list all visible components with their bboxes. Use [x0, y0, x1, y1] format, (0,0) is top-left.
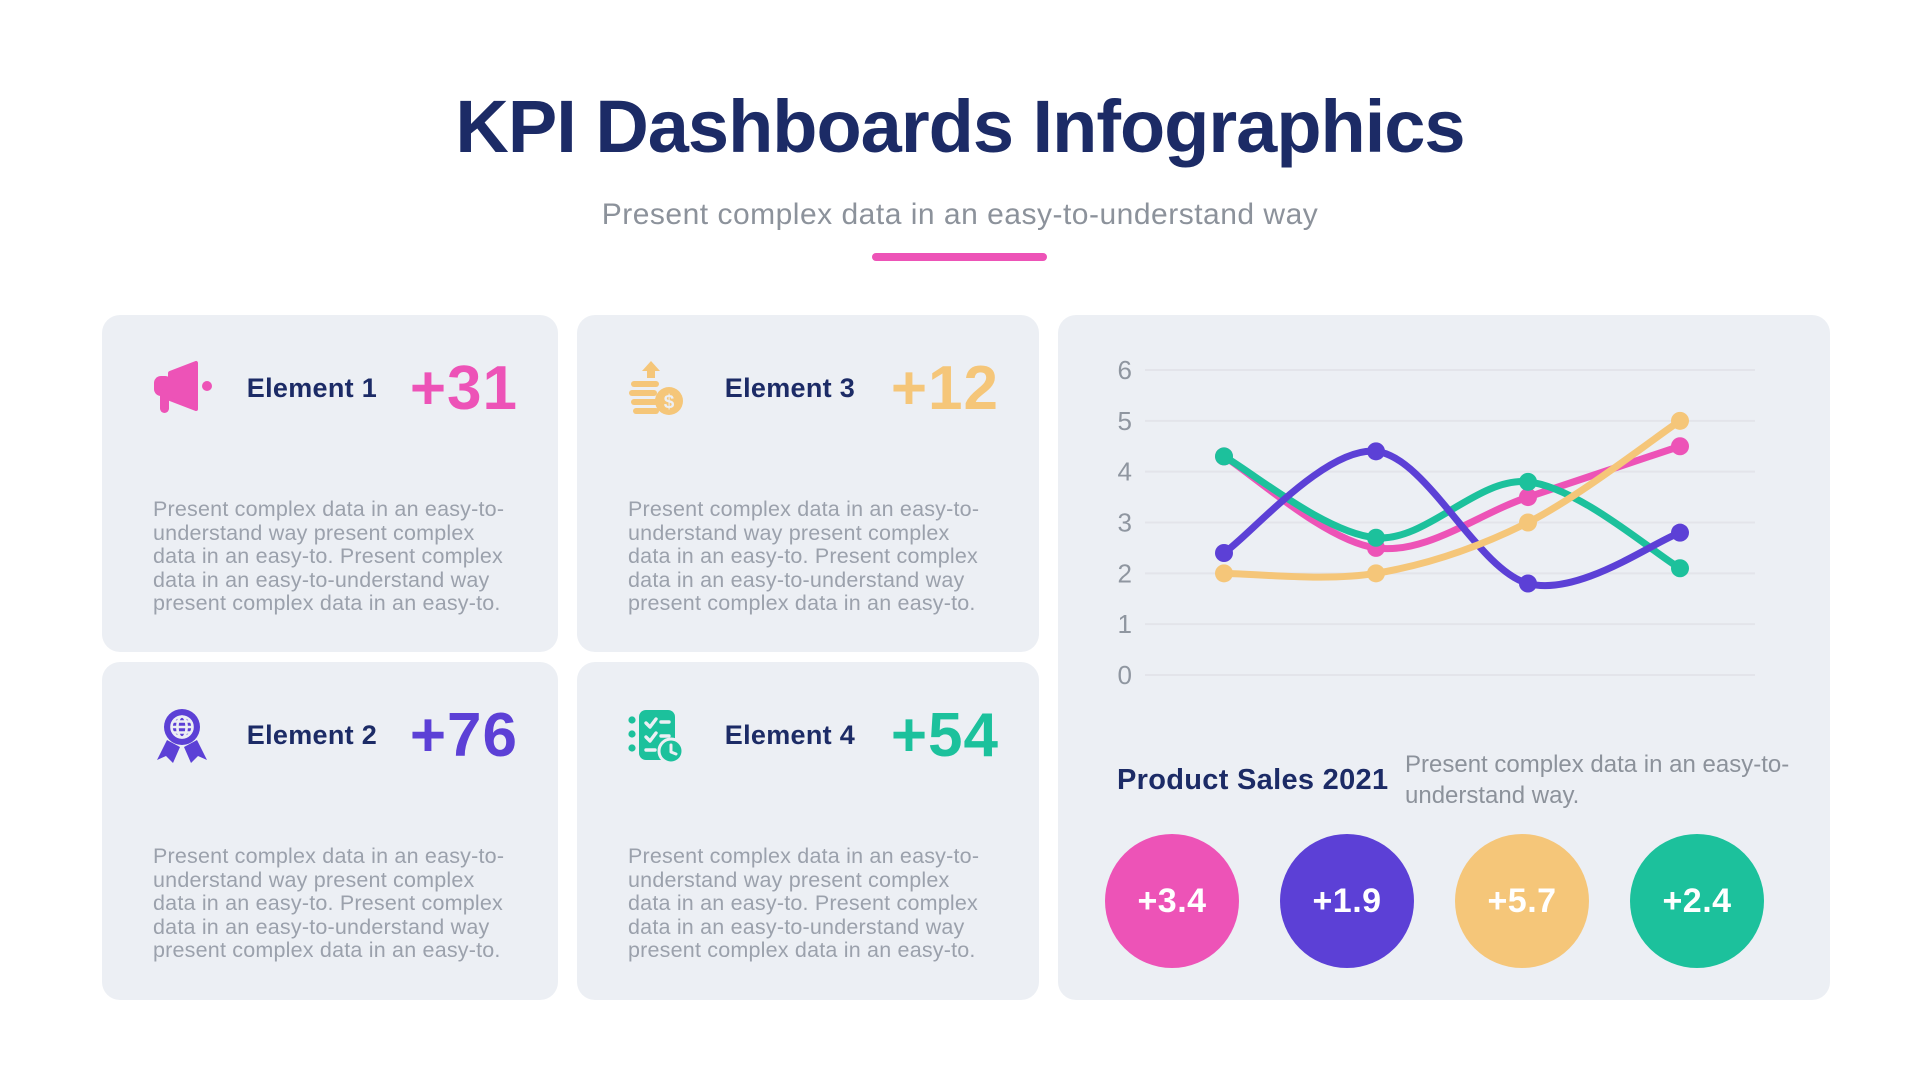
- card-element-1: Element 1 +31 Present complex data in an…: [102, 315, 558, 652]
- panel-description: Present complex data in an easy-to-under…: [1405, 751, 1790, 809]
- page-subtitle: Present complex data in an easy-to-under…: [601, 198, 1319, 231]
- panel-heading: Product Sales 2021: [1117, 764, 1389, 796]
- card-header: $ Element 3 +12: [625, 354, 999, 423]
- card-value: +12: [890, 353, 999, 423]
- medal-globe-icon: [150, 706, 214, 764]
- card-element-4: Element 4 +54 Present complex data in an…: [577, 662, 1039, 1000]
- page-title: KPI Dashboards Infographics: [455, 85, 1465, 168]
- svg-text:4: 4: [1118, 457, 1132, 487]
- card-header: Element 1 +31: [150, 354, 518, 423]
- svg-text:2: 2: [1118, 558, 1132, 588]
- card-body-text: Present complex data in an easy-to-under…: [628, 497, 980, 615]
- stat-circle-pink: +3.4: [1105, 834, 1239, 968]
- svg-text:$: $: [664, 392, 675, 413]
- coins-rise-icon: $: [625, 359, 689, 417]
- sales-line-chart: 6 5 4 3 2 1 0: [1118, 355, 1755, 690]
- stat-circle-yellow: +5.7: [1455, 834, 1589, 968]
- title-divider: [872, 253, 1047, 261]
- stat-circle-purple: +1.9: [1280, 834, 1414, 968]
- card-header: Element 4 +54: [625, 701, 999, 770]
- stat-value: +2.4: [1662, 881, 1732, 920]
- card-body-text: Present complex data in an easy-to-under…: [153, 497, 505, 615]
- checklist-clock-icon: [625, 706, 689, 764]
- stat-value: +5.7: [1487, 881, 1557, 920]
- svg-text:0: 0: [1118, 660, 1132, 690]
- svg-text:6: 6: [1118, 355, 1132, 385]
- card-element-3: $ Element 3 +12 Present complex data in …: [577, 315, 1039, 652]
- product-sales-panel: 6 5 4 3 2 1 0 Product Sales 2021 Present compl…: [1058, 315, 1830, 1000]
- card-value: +54: [890, 700, 999, 770]
- stat-value: +3.4: [1137, 881, 1207, 920]
- card-header: Element 2 +76: [150, 701, 518, 770]
- card-body-text: Present complex data in an easy-to-under…: [628, 844, 980, 962]
- svg-text:3: 3: [1118, 508, 1132, 538]
- stat-circle-teal: +2.4: [1630, 834, 1764, 968]
- card-value: +31: [409, 353, 518, 423]
- card-body-text: Present complex data in an easy-to-under…: [153, 844, 505, 962]
- card-label: Element 1: [246, 372, 378, 403]
- card-label: Element 3: [724, 372, 856, 403]
- svg-text:5: 5: [1118, 406, 1132, 436]
- svg-text:1: 1: [1118, 609, 1132, 639]
- stat-circles-row: +3.4 +1.9 +5.7 +2.4: [1105, 834, 1764, 968]
- card-label: Element 4: [724, 719, 856, 750]
- card-element-2: Element 2 +76 Present complex data in an…: [102, 662, 558, 1000]
- megaphone-icon: [150, 359, 214, 417]
- stat-value: +1.9: [1312, 881, 1382, 920]
- card-label: Element 2: [246, 719, 378, 750]
- card-value: +76: [409, 700, 518, 770]
